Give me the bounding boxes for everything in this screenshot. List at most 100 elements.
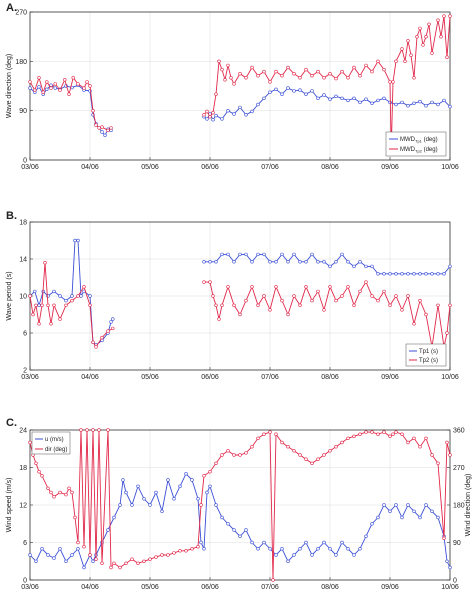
x-tick-label: 05/06 [141, 164, 159, 171]
panel-b-series [28, 238, 452, 349]
data-point [430, 272, 434, 276]
data-point [64, 298, 68, 303]
data-point [205, 109, 209, 114]
data-point [340, 540, 344, 545]
data-point [106, 428, 110, 432]
data-point [232, 112, 236, 116]
panel-b-y-ticks: 2 6 10 14 18 [19, 220, 33, 375]
data-point [412, 509, 416, 513]
data-point [33, 88, 37, 92]
data-point [436, 303, 440, 307]
legend-tp2-label: Tp2 (s) [419, 358, 438, 364]
panel-c-y-ticks: 0 6 12 18 24 [19, 428, 33, 585]
panel-b: B. 2 6 10 14 18 03/06 04/06 05/06 06/06 07/06 08/… [6, 210, 459, 381]
data-point [226, 522, 230, 526]
x-tick-label: 03/06 [21, 374, 39, 381]
data-point [40, 547, 44, 551]
panel-c-series [28, 428, 452, 582]
data-point [76, 294, 80, 298]
data-point [340, 440, 344, 445]
data-point [111, 317, 115, 321]
data-point [154, 490, 158, 495]
panel-c-y2-ticks: 0 90 180 270 360 [447, 428, 465, 585]
data-point [448, 104, 452, 109]
data-point [160, 553, 164, 557]
data-point [220, 303, 224, 307]
panel-c-y2-axis-label: Wind direction (deg) [465, 474, 472, 537]
data-point [445, 559, 449, 563]
data-point [238, 312, 242, 317]
panel-a-y-axis-label: Wave direction (deg) [6, 54, 13, 118]
data-point [208, 260, 212, 264]
data-point [382, 430, 386, 434]
legend-mwd-tp2-label: MWDTp2 (deg) [400, 147, 438, 154]
data-point [328, 547, 332, 551]
data-point [388, 80, 392, 84]
data-point [67, 486, 71, 490]
x-tick-label: 03/06 [21, 584, 39, 591]
data-point [418, 272, 422, 276]
data-point [214, 260, 218, 264]
data-point [37, 470, 41, 474]
series-u [28, 472, 452, 570]
data-point [352, 434, 356, 438]
data-point [382, 272, 386, 276]
data-point [91, 559, 95, 563]
x-tick-label: 03/06 [21, 164, 39, 171]
data-point [262, 432, 266, 436]
panel-a: A. 0 90 180 270 03/06 04/06 05/06 06/06 07/06 08… [6, 2, 459, 171]
panel-a-x-ticks: 03/06 04/06 05/06 06/06 07/06 08/06 09/06 10/06 [21, 157, 459, 171]
panel-c: C. 0 6 12 18 24 0 90 180 270 360 03/06 04/06 05/06… [6, 417, 472, 591]
data-point [130, 557, 134, 561]
data-point [424, 34, 428, 39]
panel-b-y-axis-label: Wave period (s) [6, 271, 13, 320]
data-point [400, 100, 404, 105]
data-point [304, 285, 308, 289]
data-point [94, 123, 98, 127]
data-point [250, 260, 254, 264]
data-point [250, 109, 254, 114]
data-point [28, 440, 32, 445]
x-tick-label: 06/06 [201, 584, 219, 591]
data-point [346, 76, 350, 80]
data-point [232, 260, 236, 264]
y-tick-label: 18 [19, 220, 27, 227]
data-point [211, 117, 215, 122]
data-point [340, 69, 344, 74]
data-point [382, 96, 386, 101]
data-point [49, 490, 53, 495]
data-point [154, 555, 158, 559]
data-point [268, 80, 272, 84]
data-point [53, 82, 57, 86]
data-point [53, 86, 57, 90]
data-point [268, 547, 272, 551]
data-point [436, 272, 440, 276]
data-point [427, 22, 431, 26]
legend-mwd-tp1-label: MWDTp1 (deg) [400, 137, 438, 144]
data-point [160, 509, 164, 513]
data-point [88, 303, 92, 307]
legend-u-label: u (m/s) [45, 437, 64, 443]
data-point [286, 445, 290, 449]
data-point [85, 80, 89, 84]
series-line [203, 16, 451, 152]
data-point [394, 102, 398, 107]
data-point [166, 478, 170, 482]
data-point [445, 331, 449, 335]
data-point [262, 294, 266, 298]
data-point [430, 509, 434, 513]
data-point [316, 457, 320, 461]
data-point [292, 71, 296, 76]
data-point [430, 51, 434, 55]
data-point [238, 534, 242, 538]
data-point [286, 86, 290, 90]
data-point [352, 303, 356, 307]
data-point [322, 540, 326, 545]
data-point [82, 565, 86, 570]
data-point [412, 76, 416, 80]
data-point [82, 544, 86, 549]
data-point [28, 294, 32, 298]
data-point [280, 298, 284, 303]
data-point [238, 453, 242, 457]
data-point [292, 252, 296, 257]
